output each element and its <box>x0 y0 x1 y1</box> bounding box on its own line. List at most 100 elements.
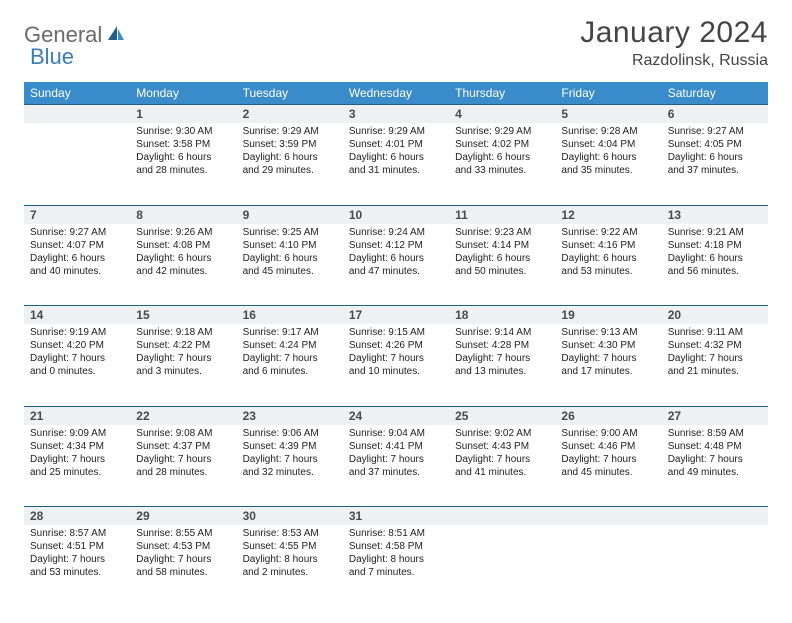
daylight-text: and 49 minutes. <box>668 466 762 479</box>
daylight-text: Daylight: 7 hours <box>349 352 443 365</box>
sunset-text: Sunset: 4:32 PM <box>668 339 762 352</box>
day-content: Sunrise: 9:19 AMSunset: 4:20 PMDaylight:… <box>24 324 130 382</box>
sunset-text: Sunset: 4:07 PM <box>30 239 124 252</box>
day-number-cell: 21 <box>24 406 130 425</box>
daylight-text: and 13 minutes. <box>455 365 549 378</box>
day-cell: Sunrise: 9:29 AMSunset: 4:02 PMDaylight:… <box>449 123 555 205</box>
day-cell: Sunrise: 9:13 AMSunset: 4:30 PMDaylight:… <box>555 324 661 406</box>
day-content: Sunrise: 9:27 AMSunset: 4:05 PMDaylight:… <box>662 123 768 181</box>
day-number-cell: 3 <box>343 105 449 124</box>
weekday-header: Sunday <box>24 82 130 105</box>
daylight-text: Daylight: 6 hours <box>243 151 337 164</box>
daylight-text: and 50 minutes. <box>455 265 549 278</box>
sunset-text: Sunset: 4:10 PM <box>243 239 337 252</box>
day-number-cell: 19 <box>555 306 661 325</box>
day-cell: Sunrise: 9:26 AMSunset: 4:08 PMDaylight:… <box>130 224 236 306</box>
day-content-row: Sunrise: 9:09 AMSunset: 4:34 PMDaylight:… <box>24 425 768 507</box>
daylight-text: and 25 minutes. <box>30 466 124 479</box>
daylight-text: Daylight: 6 hours <box>136 151 230 164</box>
sunset-text: Sunset: 4:55 PM <box>243 540 337 553</box>
day-cell: Sunrise: 9:08 AMSunset: 4:37 PMDaylight:… <box>130 425 236 507</box>
daylight-text: Daylight: 7 hours <box>561 453 655 466</box>
sunset-text: Sunset: 4:28 PM <box>455 339 549 352</box>
daylight-text: Daylight: 6 hours <box>30 252 124 265</box>
sunset-text: Sunset: 4:24 PM <box>243 339 337 352</box>
weekday-header: Tuesday <box>237 82 343 105</box>
day-number-cell: 2 <box>237 105 343 124</box>
day-content: Sunrise: 9:08 AMSunset: 4:37 PMDaylight:… <box>130 425 236 483</box>
day-content: Sunrise: 9:22 AMSunset: 4:16 PMDaylight:… <box>555 224 661 282</box>
sunset-text: Sunset: 4:08 PM <box>136 239 230 252</box>
sunset-text: Sunset: 4:18 PM <box>668 239 762 252</box>
daylight-text: and 28 minutes. <box>136 466 230 479</box>
daylight-text: and 7 minutes. <box>349 566 443 579</box>
day-cell: Sunrise: 9:09 AMSunset: 4:34 PMDaylight:… <box>24 425 130 507</box>
daylight-text: Daylight: 8 hours <box>349 553 443 566</box>
day-number-cell <box>555 507 661 526</box>
daylight-text: and 6 minutes. <box>243 365 337 378</box>
sunrise-text: Sunrise: 9:27 AM <box>30 226 124 239</box>
header: General January 2024 Razdolinsk, Russia <box>24 16 768 70</box>
sunrise-text: Sunrise: 9:17 AM <box>243 326 337 339</box>
day-cell: Sunrise: 8:53 AMSunset: 4:55 PMDaylight:… <box>237 525 343 607</box>
daylight-text: Daylight: 6 hours <box>243 252 337 265</box>
daylight-text: Daylight: 7 hours <box>455 453 549 466</box>
sunrise-text: Sunrise: 9:22 AM <box>561 226 655 239</box>
day-cell: Sunrise: 9:28 AMSunset: 4:04 PMDaylight:… <box>555 123 661 205</box>
day-cell: Sunrise: 9:27 AMSunset: 4:07 PMDaylight:… <box>24 224 130 306</box>
day-cell: Sunrise: 9:25 AMSunset: 4:10 PMDaylight:… <box>237 224 343 306</box>
daylight-text: Daylight: 7 hours <box>30 553 124 566</box>
weekday-header: Thursday <box>449 82 555 105</box>
day-cell: Sunrise: 9:04 AMSunset: 4:41 PMDaylight:… <box>343 425 449 507</box>
sunrise-text: Sunrise: 8:53 AM <box>243 527 337 540</box>
day-number-cell <box>24 105 130 124</box>
sunrise-text: Sunrise: 9:04 AM <box>349 427 443 440</box>
logo-sail-icon <box>106 24 126 47</box>
day-number-cell: 7 <box>24 205 130 224</box>
sunrise-text: Sunrise: 9:26 AM <box>136 226 230 239</box>
day-content: Sunrise: 9:26 AMSunset: 4:08 PMDaylight:… <box>130 224 236 282</box>
daylight-text: and 37 minutes. <box>349 466 443 479</box>
day-number-cell: 22 <box>130 406 236 425</box>
sunrise-text: Sunrise: 9:29 AM <box>243 125 337 138</box>
daylight-text: Daylight: 6 hours <box>136 252 230 265</box>
daylight-text: Daylight: 6 hours <box>668 151 762 164</box>
daylight-text: and 33 minutes. <box>455 164 549 177</box>
day-content: Sunrise: 8:57 AMSunset: 4:51 PMDaylight:… <box>24 525 130 583</box>
daylight-text: Daylight: 6 hours <box>455 252 549 265</box>
daylight-text: and 47 minutes. <box>349 265 443 278</box>
day-number-row: 78910111213 <box>24 205 768 224</box>
daylight-text: Daylight: 7 hours <box>136 453 230 466</box>
day-cell: Sunrise: 9:00 AMSunset: 4:46 PMDaylight:… <box>555 425 661 507</box>
daylight-text: and 56 minutes. <box>668 265 762 278</box>
day-content-row: Sunrise: 9:19 AMSunset: 4:20 PMDaylight:… <box>24 324 768 406</box>
daylight-text: Daylight: 6 hours <box>349 252 443 265</box>
weekday-header: Friday <box>555 82 661 105</box>
sunset-text: Sunset: 4:05 PM <box>668 138 762 151</box>
day-number-cell: 30 <box>237 507 343 526</box>
day-number-cell: 29 <box>130 507 236 526</box>
day-number-cell: 14 <box>24 306 130 325</box>
day-number-cell: 13 <box>662 205 768 224</box>
day-content: Sunrise: 9:02 AMSunset: 4:43 PMDaylight:… <box>449 425 555 483</box>
daylight-text: Daylight: 7 hours <box>30 352 124 365</box>
daylight-text: and 2 minutes. <box>243 566 337 579</box>
day-content: Sunrise: 9:14 AMSunset: 4:28 PMDaylight:… <box>449 324 555 382</box>
daylight-text: Daylight: 7 hours <box>668 352 762 365</box>
day-content: Sunrise: 9:04 AMSunset: 4:41 PMDaylight:… <box>343 425 449 483</box>
day-number-cell: 24 <box>343 406 449 425</box>
sunrise-text: Sunrise: 9:24 AM <box>349 226 443 239</box>
day-cell: Sunrise: 9:24 AMSunset: 4:12 PMDaylight:… <box>343 224 449 306</box>
daylight-text: Daylight: 7 hours <box>136 553 230 566</box>
daylight-text: Daylight: 6 hours <box>561 252 655 265</box>
day-cell: Sunrise: 8:57 AMSunset: 4:51 PMDaylight:… <box>24 525 130 607</box>
day-content: Sunrise: 9:30 AMSunset: 3:58 PMDaylight:… <box>130 123 236 181</box>
sunset-text: Sunset: 4:16 PM <box>561 239 655 252</box>
daylight-text: Daylight: 6 hours <box>561 151 655 164</box>
day-cell: Sunrise: 9:30 AMSunset: 3:58 PMDaylight:… <box>130 123 236 205</box>
day-content: Sunrise: 8:53 AMSunset: 4:55 PMDaylight:… <box>237 525 343 583</box>
daylight-text: and 45 minutes. <box>243 265 337 278</box>
daylight-text: and 53 minutes. <box>30 566 124 579</box>
daylight-text: and 17 minutes. <box>561 365 655 378</box>
weekday-header: Saturday <box>662 82 768 105</box>
